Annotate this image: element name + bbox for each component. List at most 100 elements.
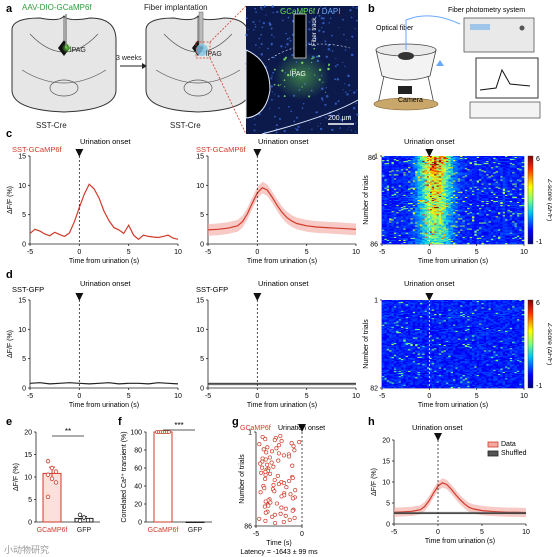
heatmap-cell: [431, 194, 435, 197]
heatmap-cell: [386, 214, 390, 216]
heatmap-cell: [417, 214, 421, 216]
heatmap-cell: [464, 212, 468, 214]
heatmap-cell: [384, 214, 388, 216]
heatmap-cell: [405, 168, 409, 170]
heatmap-cell: [441, 158, 444, 160]
heatmap-cell: [476, 176, 480, 178]
heatmap-cell: [497, 156, 501, 158]
heatmap-cell: [521, 176, 525, 178]
heatmap-cell: [400, 188, 404, 190]
heatmap-cell: [500, 212, 503, 214]
heatmap-cell: [408, 180, 411, 182]
heatmap-cell: [384, 169, 388, 171]
heatmap-cell: [450, 210, 454, 212]
heatmap-cell: [457, 203, 461, 205]
heatmap-cell: [467, 173, 470, 175]
heatmap-cell: [460, 172, 463, 174]
heatmap-cell: [450, 176, 454, 178]
heatmap-cell: [436, 188, 440, 190]
heatmap-cell: [486, 159, 489, 161]
heatmap-cell: [516, 207, 520, 209]
heatmap-cell: [519, 194, 522, 197]
heatmap-cell: [410, 206, 414, 208]
heatmap-cell: [382, 177, 385, 179]
heatmap-cell: [443, 201, 447, 203]
heatmap-cell: [396, 206, 399, 208]
heatmap-cell: [426, 166, 430, 168]
heatmap-cell: [419, 203, 423, 205]
heatmap-cell: [389, 198, 392, 201]
heatmap-cell: [521, 210, 525, 212]
heatmap-cell: [505, 189, 508, 191]
heatmap-cell: [460, 186, 463, 188]
onset-label-c2: Urination onset: [258, 137, 309, 146]
heatmap-cell: [443, 192, 447, 195]
heatmap-cell: [493, 212, 496, 214]
heatmap-cell: [469, 173, 473, 175]
heatmap-cell: [422, 188, 425, 190]
heatmap-cell: [393, 213, 397, 215]
heatmap-cell: [412, 179, 416, 181]
heatmap-cell: [443, 170, 447, 172]
heatmap-cell: [443, 196, 447, 199]
heatmap-cell: [436, 165, 440, 167]
heatmap-cell: [490, 173, 494, 175]
heatmap-cell: [405, 184, 409, 186]
heatmap-cell: [393, 173, 397, 175]
heatmap-cell: [476, 178, 480, 180]
heatmap-cell: [445, 188, 449, 190]
heatmap-cell: [396, 183, 399, 185]
heatmap-cell: [514, 174, 518, 176]
micrograph-cell: [342, 18, 344, 21]
heatmap-cell: [467, 189, 470, 191]
heatmap-cell: [410, 172, 414, 174]
heatmap-cell: [441, 203, 444, 205]
heatmap-cell: [474, 202, 477, 204]
heatmap-cell: [441, 175, 444, 177]
heatmap-cell: [410, 191, 414, 194]
heatmap-cell: [495, 192, 499, 195]
heatmap-cell: [441, 159, 444, 161]
heatmap-cell: [384, 210, 388, 212]
heatmap-cell: [479, 187, 482, 189]
heatmap-cell: [434, 191, 437, 194]
heatmap-cell: [436, 211, 440, 213]
heatmap-cell: [426, 198, 430, 201]
heatmap-cell: [438, 175, 442, 177]
heatmap-cell: [455, 214, 459, 216]
heatmap-cell: [441, 178, 444, 180]
heatmap-cell: [445, 166, 449, 168]
heatmap-cell: [505, 202, 508, 204]
heatmap-cell: [391, 201, 395, 203]
heatmap-cell: [519, 190, 522, 193]
heatmap-cell: [457, 168, 461, 170]
heatmap-cell: [422, 184, 425, 186]
heatmap-cell: [483, 182, 487, 184]
heatmap-cell: [479, 200, 482, 202]
heatmap-cell: [455, 195, 459, 198]
heatmap-cell: [467, 204, 470, 206]
micrograph: lPAG Fiber track GCaMP6f / DAPI 200 μm: [244, 5, 359, 135]
heatmap-cell: [507, 178, 511, 180]
heatmap-cell: [398, 189, 402, 191]
heatmap-cell: [488, 186, 492, 188]
heatmap-cell: [424, 162, 428, 164]
heatmap-cell: [389, 193, 392, 196]
heatmap-cell: [386, 175, 390, 177]
micrograph-cell: [356, 113, 359, 116]
heatmap-cell: [476, 196, 480, 199]
heatmap-cell: [410, 181, 414, 183]
heatmap-cell: [479, 208, 482, 210]
heatmap-cell: [419, 184, 423, 186]
heatmap-cell: [457, 165, 461, 167]
paper-stage: [373, 97, 439, 111]
heatmap-cell: [457, 183, 461, 185]
heatmap-cell: [455, 198, 459, 201]
implant-title: Fiber implantation: [144, 3, 208, 12]
heatmap-cell: [389, 205, 392, 207]
heatmap-cell: [490, 156, 494, 158]
heatmap-cell: [391, 179, 395, 181]
y-tick-label: 10: [18, 183, 26, 190]
micrograph-cell: [320, 97, 324, 100]
heatmap-cell: [476, 211, 480, 213]
